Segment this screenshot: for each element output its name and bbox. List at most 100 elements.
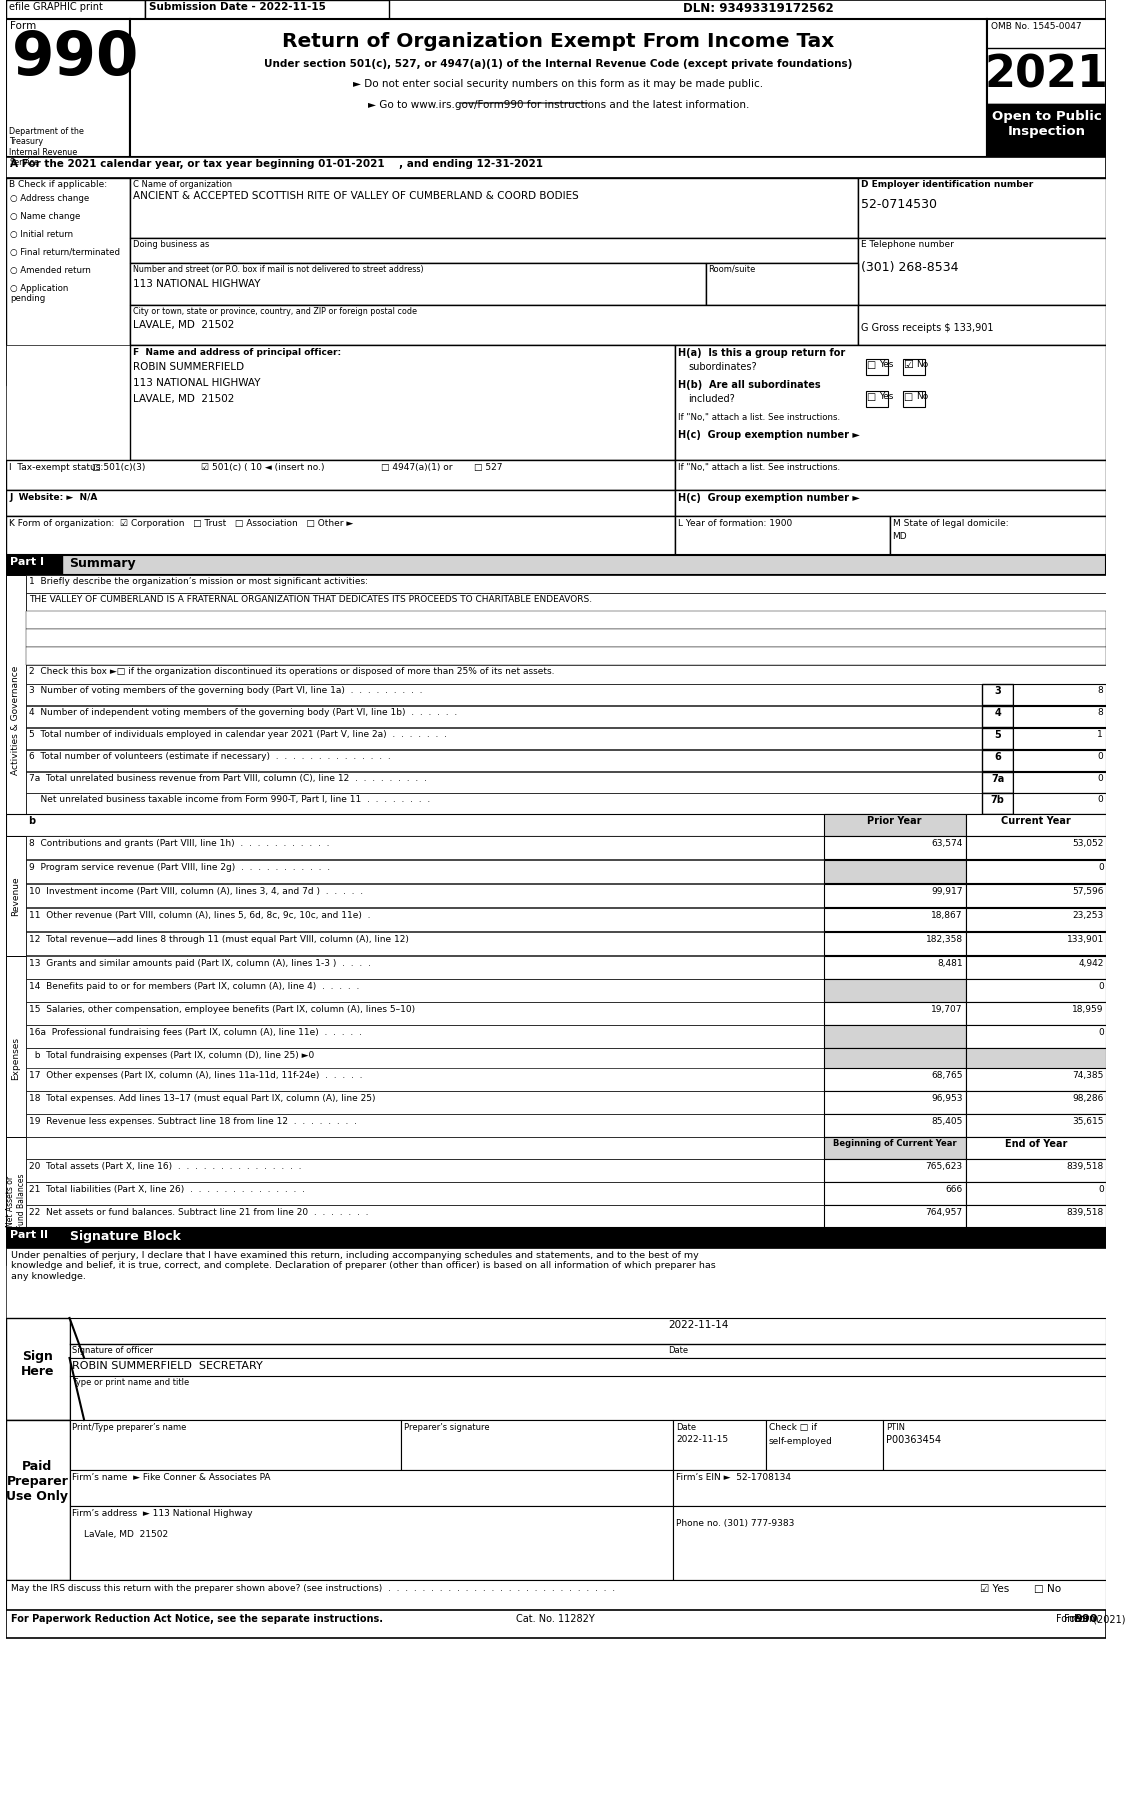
Text: 35,615: 35,615 [1073,1117,1104,1126]
Text: 113 NATIONAL HIGHWAY: 113 NATIONAL HIGHWAY [133,279,261,288]
Bar [965,883,1106,907]
Text: M State of legal domicile:: M State of legal domicile: [893,519,1008,528]
Bar [824,1025,965,1048]
Text: 8: 8 [1097,707,1103,717]
Text: Print/Type preparer’s name: Print/Type preparer’s name [72,1422,186,1431]
Text: 10  Investment income (Part VIII, column (A), lines 3, 4, and 7d )  .  .  .  .  : 10 Investment income (Part VIII, column … [28,887,362,896]
Bar [765,1420,883,1469]
Bar [982,773,1014,793]
Bar [824,836,965,860]
Text: 5  Total number of individuals employed in calendar year 2021 (Part V, line 2a) : 5 Total number of individuals employed i… [28,729,447,738]
Bar [26,593,1106,611]
Bar [824,956,965,980]
Text: 5: 5 [995,729,1001,740]
Text: 23,253: 23,253 [1073,911,1104,920]
Bar [982,749,1014,771]
Bar [26,793,982,814]
Bar [26,749,982,771]
Bar [26,1159,824,1183]
Bar [26,909,824,931]
Text: □ 4947(a)(1) or: □ 4947(a)(1) or [382,463,453,472]
Bar [26,1114,824,1137]
Text: C Name of organization: C Name of organization [133,180,231,189]
Bar [6,0,1106,18]
Text: 85,405: 85,405 [931,1117,963,1126]
Text: ○ Name change: ○ Name change [10,212,80,221]
Bar [890,515,1106,555]
Bar [858,305,1106,345]
Text: 990: 990 [12,29,139,89]
Text: LAVALE, MD  21502: LAVALE, MD 21502 [133,394,234,405]
Text: 3  Number of voting members of the governing body (Part VI, line 1a)  .  .  .  .: 3 Number of voting members of the govern… [28,686,422,695]
Text: 0: 0 [1099,863,1104,873]
Bar [26,611,1106,629]
Text: 18  Total expenses. Add lines 13–17 (must equal Part IX, column (A), line 25): 18 Total expenses. Add lines 13–17 (must… [28,1094,375,1103]
Bar [982,727,1014,749]
Text: 4  Number of independent voting members of the governing body (Part VI, line 1b): 4 Number of independent voting members o… [28,707,457,717]
Text: □: □ [866,359,875,370]
Text: OMB No. 1545-0047: OMB No. 1545-0047 [991,22,1082,31]
Bar [1014,749,1106,771]
Text: I  Tax-exempt status:: I Tax-exempt status: [9,463,104,472]
Text: Beginning of Current Year: Beginning of Current Year [833,1139,956,1148]
Bar [6,1420,70,1580]
Text: 22  Net assets or fund balances. Subtract line 21 from line 20  .  .  .  .  .  .: 22 Net assets or fund balances. Subtract… [28,1208,368,1217]
Text: H(c)  Group exemption number ►: H(c) Group exemption number ► [679,493,860,502]
Text: Phone no. (301) 777-9383: Phone no. (301) 777-9383 [676,1518,795,1527]
Text: For Paperwork Reduction Act Notice, see the separate instructions.: For Paperwork Reduction Act Notice, see … [11,1614,383,1624]
Bar [965,1001,1106,1025]
Text: 52-0714530: 52-0714530 [861,198,937,210]
Text: □ 501(c)(3): □ 501(c)(3) [91,463,146,472]
Text: Paid
Preparer
Use Only: Paid Preparer Use Only [7,1460,69,1504]
Bar [70,1506,673,1580]
Bar [982,793,1014,814]
Text: Date: Date [676,1422,697,1431]
Text: 7a: 7a [991,775,1005,784]
Text: (2021): (2021) [1091,1614,1126,1624]
Bar [858,178,1106,238]
Text: Yes: Yes [879,392,893,401]
Text: L Year of formation: 1900: L Year of formation: 1900 [679,519,793,528]
Bar [130,238,858,263]
Text: 113 NATIONAL HIGHWAY: 113 NATIONAL HIGHWAY [133,377,261,388]
Bar [26,980,824,1001]
Bar [130,178,858,238]
Text: Expenses: Expenses [11,1036,20,1079]
Text: 20  Total assets (Part X, line 16)  .  .  .  .  .  .  .  .  .  .  .  .  .  .  .: 20 Total assets (Part X, line 16) . . . … [28,1163,301,1172]
Bar [965,814,1106,836]
Bar [987,103,1106,158]
Text: ROBIN SUMMERFIELD: ROBIN SUMMERFIELD [133,363,244,372]
Text: b  Total fundraising expenses (Part IX, column (D), line 25) ►0: b Total fundraising expenses (Part IX, c… [28,1050,314,1059]
Text: 11  Other revenue (Part VIII, column (A), lines 5, 6d, 8c, 9c, 10c, and 11e)  .: 11 Other revenue (Part VIII, column (A),… [28,911,370,920]
Bar [1014,706,1106,727]
Text: 53,052: 53,052 [1073,840,1104,847]
Text: ☑: ☑ [903,359,913,370]
Text: 2022-11-14: 2022-11-14 [668,1321,729,1330]
Bar [6,1611,1106,1638]
Bar [965,1114,1106,1137]
Text: Under section 501(c), 527, or 4947(a)(1) of the Internal Revenue Code (except pr: Under section 501(c), 527, or 4947(a)(1)… [264,60,852,69]
Text: 13  Grants and similar amounts paid (Part IX, column (A), lines 1-3 )  .  .  .  : 13 Grants and similar amounts paid (Part… [28,960,370,969]
Text: 9  Program service revenue (Part VIII, line 2g)  .  .  .  .  .  .  .  .  .  .  .: 9 Program service revenue (Part VIII, li… [28,863,330,873]
Text: Form: Form [1064,1614,1092,1624]
Bar [965,1183,1106,1204]
Text: efile GRAPHIC print: efile GRAPHIC print [9,2,103,13]
Bar [26,1025,824,1048]
Bar [26,860,824,883]
Text: Firm’s address  ► 113 National Highway: Firm’s address ► 113 National Highway [72,1509,253,1518]
Text: H(c)  Group exemption number ►: H(c) Group exemption number ► [679,430,860,441]
Bar [130,345,675,461]
Bar [70,1469,673,1506]
Text: Number and street (or P.O. box if mail is not delivered to street address): Number and street (or P.O. box if mail i… [133,265,423,274]
Text: 1: 1 [1097,729,1103,738]
Bar [824,1114,965,1137]
Text: Submission Date - 2022-11-15: Submission Date - 2022-11-15 [149,2,326,13]
Text: Signature of officer: Signature of officer [72,1346,154,1355]
Bar [6,461,675,490]
Text: 96,953: 96,953 [931,1094,963,1103]
Text: 57,596: 57,596 [1073,887,1104,896]
Text: 21  Total liabilities (Part X, line 26)  .  .  .  .  .  .  .  .  .  .  .  .  .  : 21 Total liabilities (Part X, line 26) .… [28,1185,305,1194]
Bar [70,1359,1106,1420]
Bar [26,648,1106,666]
Text: 14  Benefits paid to or for members (Part IX, column (A), line 4)  .  .  .  .  .: 14 Benefits paid to or for members (Part… [28,981,359,990]
